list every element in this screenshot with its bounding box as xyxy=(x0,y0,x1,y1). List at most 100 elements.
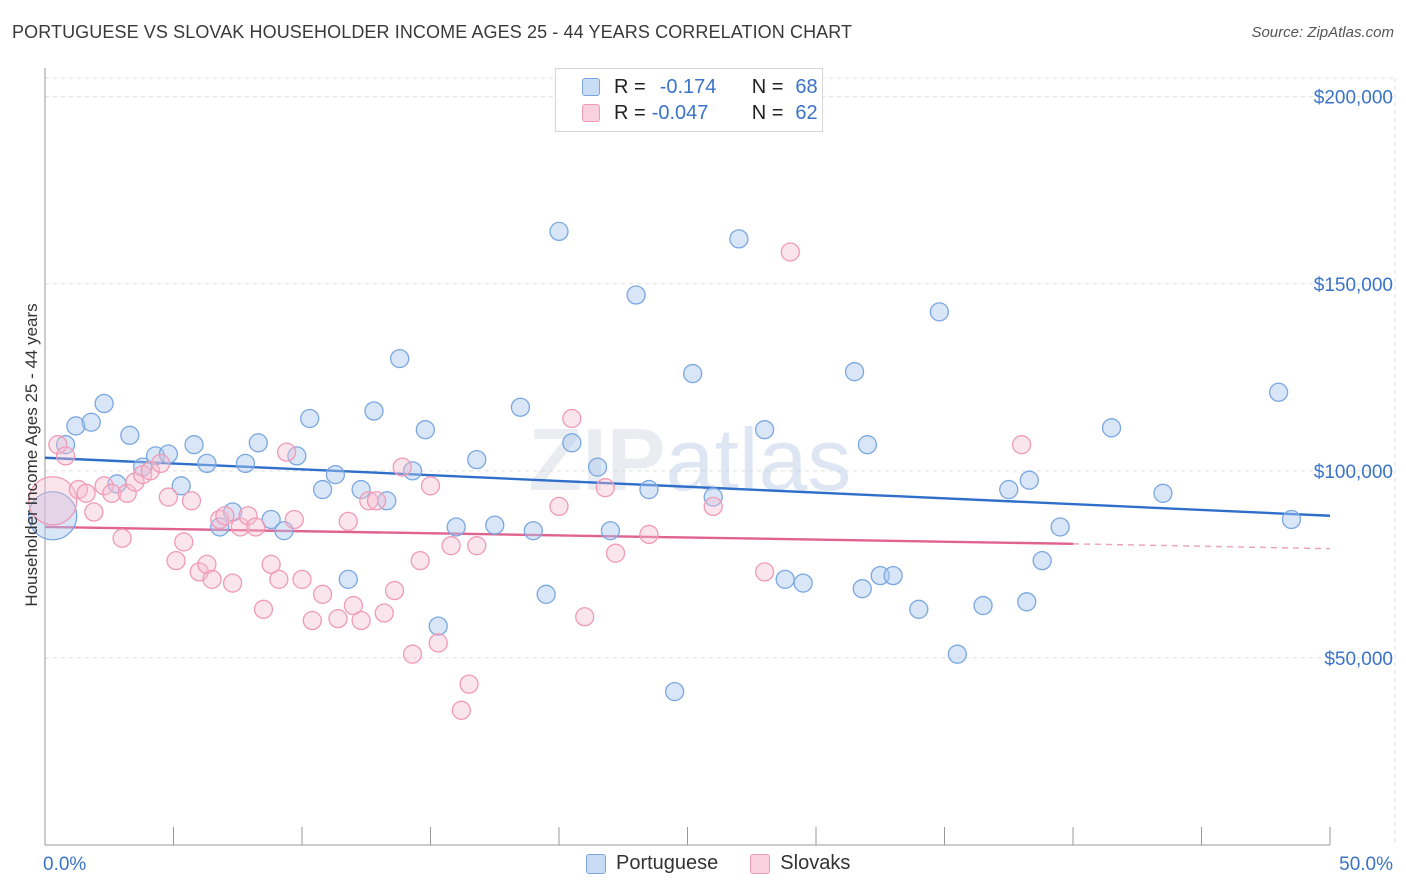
point-slovaks xyxy=(343,595,364,616)
legend-r-value: -0.174 xyxy=(659,75,717,98)
point-slovaks xyxy=(328,608,348,629)
legend-row-slovaks: R = -0.047 N = 62 xyxy=(556,100,818,126)
axes xyxy=(44,68,1331,846)
point-slovaks xyxy=(428,633,448,653)
point-slovaks xyxy=(366,491,387,511)
point-slovaks xyxy=(451,700,471,720)
point-slovaks xyxy=(261,554,281,575)
series-legend: Portuguese Slovaks xyxy=(586,852,882,875)
point-portuguese xyxy=(1019,470,1039,490)
point-portuguese xyxy=(485,515,505,535)
point-slovaks xyxy=(125,472,145,492)
point-slovaks xyxy=(575,607,595,627)
point-slovaks xyxy=(55,446,76,466)
point-portuguese xyxy=(929,302,950,322)
point-portuguese xyxy=(1101,418,1122,438)
point-portuguese xyxy=(415,420,436,440)
point-slovaks xyxy=(402,644,423,664)
point-portuguese xyxy=(312,479,333,500)
point-portuguese xyxy=(235,453,256,474)
point-portuguese xyxy=(1153,483,1173,503)
point-slovaks xyxy=(76,483,96,503)
point-slovaks xyxy=(222,573,243,593)
point-slovaks xyxy=(253,599,274,619)
point-portuguese xyxy=(1050,517,1070,537)
legend-swatch-slovaks xyxy=(582,104,600,122)
point-slovaks xyxy=(605,543,626,563)
point-portuguese xyxy=(973,595,993,616)
point-slovaks xyxy=(639,524,659,545)
series-legend-slovaks: Slovaks xyxy=(750,852,850,875)
y-tick-label: $100,000 xyxy=(1314,462,1393,483)
chart-title: PORTUGUESE VS SLOVAK HOUSEHOLDER INCOME … xyxy=(12,22,853,42)
point-slovaks xyxy=(410,550,430,571)
point-slovaks xyxy=(230,517,250,537)
point-slovaks xyxy=(284,509,304,530)
point-portuguese xyxy=(467,449,487,470)
point-portuguese xyxy=(300,408,320,429)
legend-n-label: N = xyxy=(751,75,784,98)
point-portuguese xyxy=(1268,382,1289,402)
point-portuguese xyxy=(28,491,78,541)
point-portuguese xyxy=(81,412,101,432)
y-axis-label: Householder Income Ages 25 - 44 years xyxy=(22,303,41,606)
x-tick-label-max: 50.0% xyxy=(1339,854,1393,875)
point-portuguese xyxy=(197,453,217,474)
point-portuguese xyxy=(883,565,903,586)
point-portuguese xyxy=(510,397,531,417)
legend-r-value: -0.047 xyxy=(651,101,709,124)
point-portuguese xyxy=(639,479,659,500)
point-slovaks xyxy=(459,674,479,694)
point-portuguese xyxy=(402,461,423,481)
point-slovaks xyxy=(48,435,68,455)
point-portuguese xyxy=(626,285,646,305)
point-portuguese xyxy=(549,221,569,242)
series-swatch-slovaks xyxy=(750,853,771,874)
point-slovaks xyxy=(754,562,775,582)
point-slovaks xyxy=(302,610,322,631)
point-slovaks xyxy=(197,554,217,575)
point-slovaks xyxy=(595,478,615,498)
point-slovaks xyxy=(246,517,266,537)
point-portuguese xyxy=(754,420,775,440)
point-portuguese xyxy=(844,362,865,382)
point-portuguese xyxy=(682,363,703,384)
point-portuguese xyxy=(1017,592,1037,612)
point-slovaks xyxy=(420,476,441,496)
point-slovaks xyxy=(292,569,312,590)
point-slovaks xyxy=(338,511,358,532)
point-portuguese xyxy=(66,416,86,436)
point-portuguese xyxy=(248,433,268,453)
series-label-portuguese: Portuguese xyxy=(616,852,719,874)
point-portuguese xyxy=(729,229,749,249)
trend-line-portuguese xyxy=(44,456,1331,517)
point-portuguese xyxy=(562,433,582,453)
point-portuguese xyxy=(909,599,929,619)
data-points xyxy=(28,221,1302,720)
point-slovaks xyxy=(780,242,800,262)
point-slovaks xyxy=(392,457,412,477)
point-portuguese xyxy=(775,569,795,590)
series-label-slovaks: Slovaks xyxy=(780,852,851,874)
point-portuguese xyxy=(536,584,556,604)
source-label: Source: ZipAtlas.com xyxy=(1251,24,1394,41)
point-slovaks xyxy=(703,496,723,517)
trend-lines xyxy=(44,456,1331,550)
point-portuguese xyxy=(428,616,448,636)
point-portuguese xyxy=(171,476,191,496)
trend-line-dashed-slovaks xyxy=(1072,543,1331,550)
point-slovaks xyxy=(174,532,194,552)
point-portuguese xyxy=(947,644,967,664)
point-slovaks xyxy=(28,476,78,526)
x-tick-label-min: 0.0% xyxy=(43,854,86,875)
point-slovaks xyxy=(276,442,297,462)
point-slovaks xyxy=(384,580,405,601)
point-portuguese xyxy=(852,579,872,599)
stats-legend: R = -0.174 N = 68 R = -0.047 N = 62 xyxy=(555,68,823,132)
point-portuguese xyxy=(120,425,140,445)
x-tick-labels: 0.0% 50.0% xyxy=(43,854,1393,875)
point-slovaks xyxy=(102,483,122,503)
point-portuguese xyxy=(857,435,878,455)
point-portuguese xyxy=(1032,550,1052,571)
trend-line-slovaks xyxy=(44,525,1074,546)
